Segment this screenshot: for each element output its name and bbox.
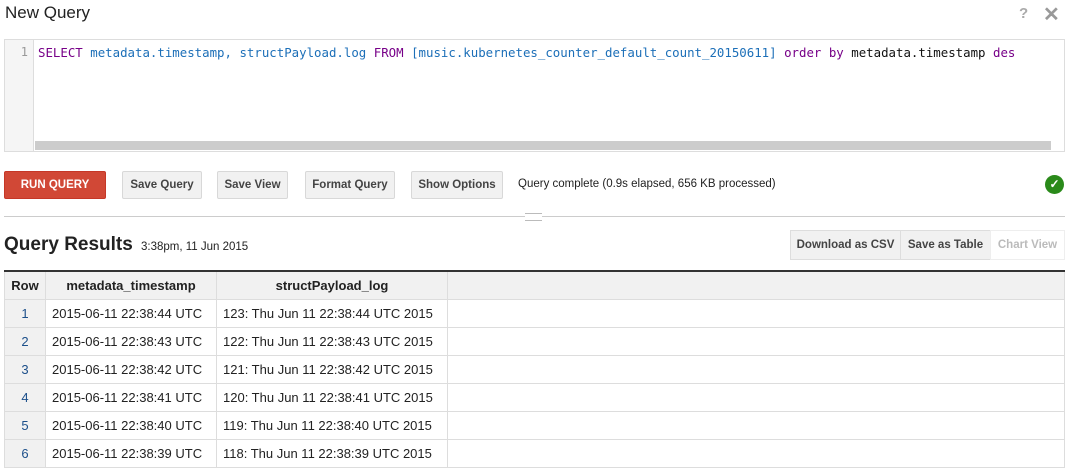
code-token	[777, 45, 784, 60]
log-cell: 121: Thu Jun 11 22:38:42 UTC 2015	[216, 355, 448, 384]
timestamp-cell: 2015-06-11 22:38:39 UTC	[45, 439, 217, 468]
empty-cell	[447, 299, 1065, 328]
row-number: 5	[4, 411, 46, 440]
code-token: order	[784, 45, 822, 60]
save-view-button[interactable]: Save View	[217, 171, 288, 199]
column-header-timestamp: metadata_timestamp	[45, 270, 217, 300]
column-header-row: Row	[4, 270, 46, 300]
empty-cell	[447, 383, 1065, 412]
code-token	[986, 45, 993, 60]
results-title: Query Results	[4, 234, 133, 255]
log-cell: 118: Thu Jun 11 22:38:39 UTC 2015	[216, 439, 448, 468]
check-icon: ✓	[1045, 175, 1064, 194]
query-editor[interactable]: 1 SELECT metadata.timestamp, structPaylo…	[4, 39, 1065, 152]
empty-cell	[447, 439, 1065, 468]
code-token: FROM	[373, 45, 404, 60]
timestamp-cell: 2015-06-11 22:38:41 UTC	[45, 383, 217, 412]
column-header-log: structPayload_log	[216, 270, 448, 300]
code-token: des	[992, 45, 1016, 60]
log-cell: 120: Thu Jun 11 22:38:41 UTC 2015	[216, 383, 448, 412]
code-token: metadata.timestamp	[851, 45, 986, 60]
timestamp-cell: 2015-06-11 22:38:44 UTC	[45, 299, 217, 328]
close-icon[interactable]: ✕	[1043, 4, 1060, 26]
table-row: 2 2015-06-11 22:38:43 UTC 122: Thu Jun 11 …	[4, 327, 1065, 356]
code-token: [music.kubernetes_counter_default_count_…	[411, 45, 777, 60]
dialog-title: New Query	[5, 3, 91, 22]
row-number: 2	[4, 327, 46, 356]
line-number: 1	[5, 40, 34, 151]
row-number: 1	[4, 299, 46, 328]
code-token	[404, 45, 411, 60]
column-header-empty	[447, 270, 1065, 300]
download-csv-button[interactable]: Download as CSV	[790, 230, 901, 260]
code-token: by	[828, 45, 844, 60]
help-icon[interactable]: ?	[1019, 5, 1029, 22]
query-status: Query complete (0.9s elapsed, 656 KB pro…	[518, 178, 776, 190]
code-token: structPayload.log	[239, 45, 367, 60]
log-cell: 122: Thu Jun 11 22:38:43 UTC 2015	[216, 327, 448, 356]
save-query-button[interactable]: Save Query	[122, 171, 202, 199]
row-number: 3	[4, 355, 46, 384]
row-number: 6	[4, 439, 46, 468]
empty-cell	[447, 327, 1065, 356]
table-row: 1 2015-06-11 22:38:44 UTC 123: Thu Jun 11 …	[4, 299, 1065, 328]
show-options-button[interactable]: Show Options	[411, 171, 503, 199]
run-query-button[interactable]: RUN QUERY	[4, 171, 106, 199]
table-row: 5 2015-06-11 22:38:40 UTC 119: Thu Jun 11 …	[4, 411, 1065, 440]
code-token	[366, 45, 373, 60]
timestamp-cell: 2015-06-11 22:38:43 UTC	[45, 327, 217, 356]
empty-cell	[447, 411, 1065, 440]
results-timestamp: 3:38pm, 11 Jun 2015	[141, 241, 249, 253]
empty-cell	[447, 355, 1065, 384]
log-cell: 123: Thu Jun 11 22:38:44 UTC 2015	[216, 299, 448, 328]
code-token: metadata.timestamp,	[90, 45, 232, 60]
results-table: Row metadata_timestamp structPayload_log…	[4, 270, 1065, 468]
resize-handle[interactable]	[525, 213, 542, 221]
table-row: 6 2015-06-11 22:38:39 UTC 118: Thu Jun 11 …	[4, 439, 1065, 468]
table-row: 3 2015-06-11 22:38:42 UTC 121: Thu Jun 11 …	[4, 355, 1065, 384]
code-token	[821, 45, 828, 60]
row-number: 4	[4, 383, 46, 412]
format-query-button[interactable]: Format Query	[305, 171, 395, 199]
horizontal-scrollbar[interactable]	[35, 141, 1051, 150]
query-text[interactable]: SELECT metadata.timestamp, structPayload…	[38, 45, 1015, 60]
timestamp-cell: 2015-06-11 22:38:40 UTC	[45, 411, 217, 440]
code-token: SELECT	[38, 45, 83, 60]
timestamp-cell: 2015-06-11 22:38:42 UTC	[45, 355, 217, 384]
table-row: 4 2015-06-11 22:38:41 UTC 120: Thu Jun 11 …	[4, 383, 1065, 412]
log-cell: 119: Thu Jun 11 22:38:40 UTC 2015	[216, 411, 448, 440]
save-as-table-button[interactable]: Save as Table	[900, 230, 991, 260]
chart-view-button[interactable]: Chart View	[990, 230, 1065, 260]
